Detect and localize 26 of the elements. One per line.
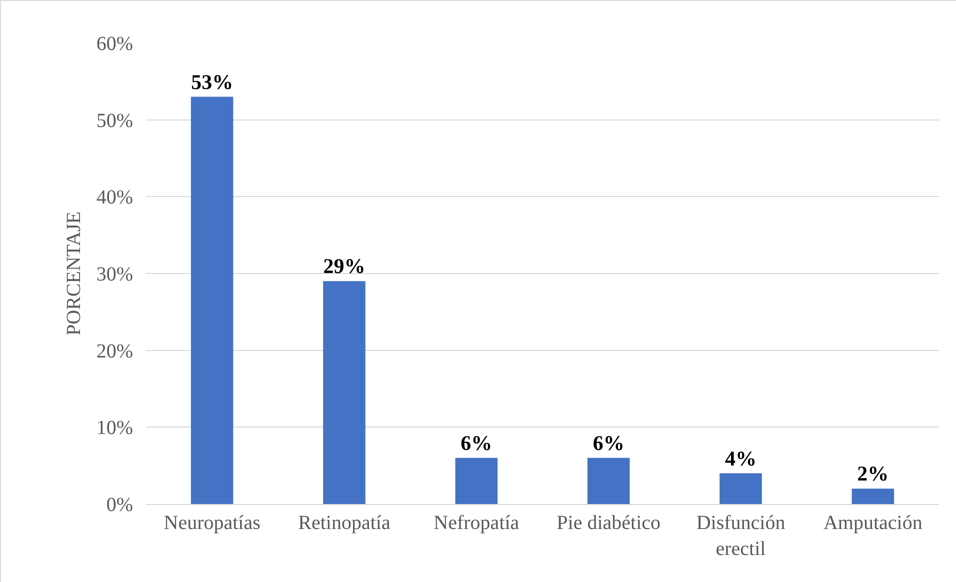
- bar: [323, 281, 366, 504]
- y-tick-label: 30%: [96, 264, 133, 286]
- data-label: 53%: [191, 70, 234, 94]
- y-tick-label: 10%: [96, 417, 133, 440]
- y-tick-label: 40%: [96, 186, 133, 209]
- bar: [190, 96, 234, 504]
- y-tick-label: 60%: [96, 33, 133, 55]
- data-label: 29%: [323, 254, 366, 278]
- bar: [720, 473, 762, 504]
- y-tick-label: 20%: [96, 340, 133, 362]
- data-label: 2%: [857, 462, 889, 486]
- x-tick-label: Retinopatía: [298, 512, 390, 534]
- x-tick-label: Disfunción erectil: [696, 512, 786, 560]
- data-label: 6%: [592, 430, 624, 455]
- x-tick-label: Pie diabético: [556, 512, 661, 534]
- x-tick-label: Nefropatía: [434, 512, 520, 534]
- y-axis-title: PORCENTAJE: [62, 212, 85, 336]
- x-tick-label: Amputación: [823, 512, 922, 534]
- bar: [852, 488, 894, 504]
- bar: [455, 458, 498, 504]
- y-tick-label: 50%: [96, 110, 133, 132]
- bar: [587, 458, 630, 504]
- data-label: 4%: [725, 446, 756, 470]
- x-tick-label: Neuropatías: [164, 512, 261, 534]
- data-label: 6%: [460, 430, 492, 455]
- y-tick-label: 0%: [106, 494, 133, 516]
